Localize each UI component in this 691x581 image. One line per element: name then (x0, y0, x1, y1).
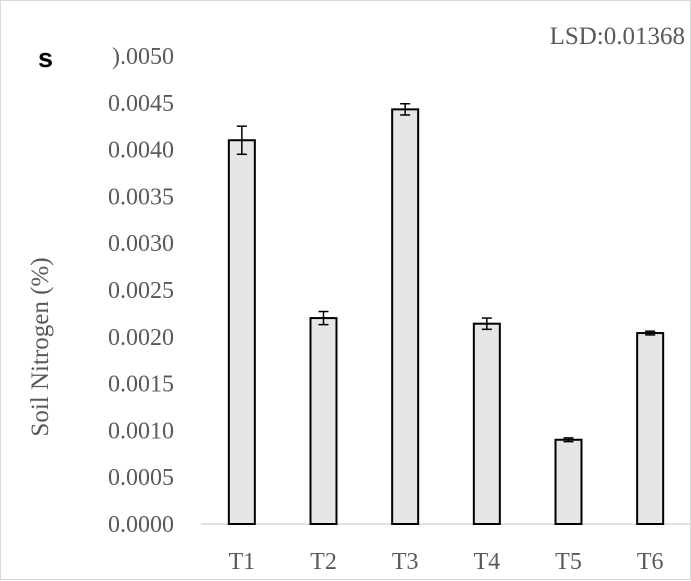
y-tick-label: ).0050 (112, 44, 174, 70)
bar (554, 438, 583, 526)
y-axis: 0.0000 0.0005 0.0010 0.0015 0.0020 0.0025 0.00… (108, 44, 174, 538)
y-tick-label: 0.0015 (108, 372, 174, 398)
x-tick-label: T1 (228, 549, 255, 575)
y-tick-label: 0.0005 (108, 465, 174, 491)
lsd-annotation: LSD:0.01368 (550, 23, 685, 50)
y-tick-label: 0.0025 (108, 278, 174, 304)
x-tick-label: T3 (392, 549, 419, 575)
y-tick-label: 0.0035 (108, 184, 174, 210)
x-tick-label: T6 (637, 549, 664, 575)
y-tick-label: 0.0000 (108, 512, 174, 538)
y-tick-label: 0.0045 (108, 91, 174, 117)
bars (227, 102, 665, 526)
bar (636, 332, 665, 525)
y-axis-title: Soil Nitrogen (%) (27, 257, 54, 436)
x-tick-label: T2 (310, 549, 337, 575)
panel-label: s (38, 43, 53, 73)
y-tick-label: 0.0040 (108, 138, 174, 164)
x-axis: T1 T2 T3 T4 T5 T6 (228, 549, 663, 575)
y-tick-label: 0.0020 (108, 325, 174, 351)
bar (309, 317, 338, 525)
x-tick-label: T4 (473, 549, 500, 575)
x-tick-label: T5 (555, 549, 582, 575)
y-tick-label: 0.0030 (108, 231, 174, 257)
y-tick-label: 0.0010 (108, 418, 174, 444)
bar (227, 139, 256, 526)
bar (472, 322, 501, 526)
bar (391, 108, 420, 526)
